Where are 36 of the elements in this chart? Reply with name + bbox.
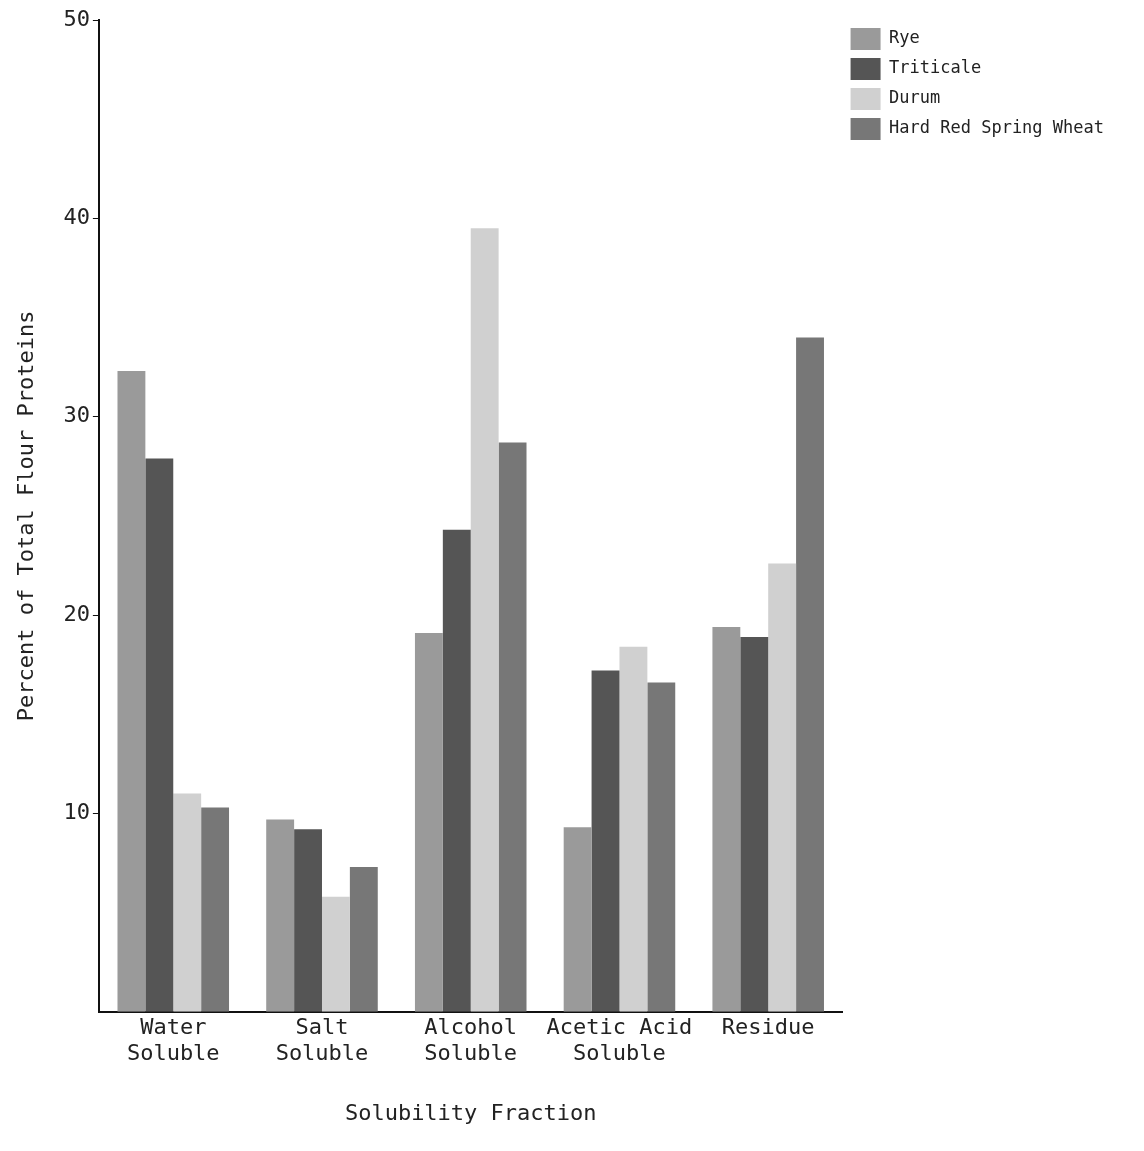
x-axis-title: Solubility Fraction: [344, 1099, 597, 1125]
bar: [470, 228, 499, 1012]
x-tick-label: Residue: [721, 1013, 815, 1039]
bar: [768, 563, 797, 1012]
bar: [712, 626, 741, 1012]
bar: [321, 896, 350, 1012]
legend-label: Triticale: [889, 57, 982, 78]
bar: [619, 646, 648, 1012]
legend-label: Hard Red Spring Wheat: [889, 117, 1105, 138]
y-tick-label: 20: [63, 600, 90, 626]
legend-label: Durum: [889, 87, 941, 108]
y-tick-label: 40: [63, 204, 90, 230]
x-tick-label: Water Soluble: [126, 1013, 220, 1066]
bar: [173, 793, 202, 1012]
y-axis-title: Percent of Total Flour Proteins: [12, 310, 38, 722]
bar: [349, 867, 378, 1012]
bar: [796, 337, 824, 1012]
bar: [647, 682, 676, 1012]
bar: [201, 807, 230, 1012]
bar: [117, 371, 146, 1012]
bar: [563, 827, 592, 1012]
y-tick-label: 10: [63, 799, 90, 825]
bar: [498, 442, 527, 1012]
x-tick-label: Alcohol Soluble: [424, 1013, 518, 1066]
legend-label: Rye: [889, 27, 920, 48]
bar: [266, 819, 295, 1012]
y-tick-label: 30: [63, 402, 90, 428]
bar: [442, 529, 471, 1012]
bar: [740, 636, 769, 1012]
bar: [414, 632, 443, 1012]
x-tick-label: Salt Soluble: [275, 1013, 369, 1066]
y-tick-label: 50: [63, 5, 90, 31]
bar: [294, 829, 322, 1012]
x-tick-label: Acetic Acid Soluble: [546, 1013, 693, 1066]
bar: [591, 670, 620, 1012]
bar: [145, 458, 174, 1012]
